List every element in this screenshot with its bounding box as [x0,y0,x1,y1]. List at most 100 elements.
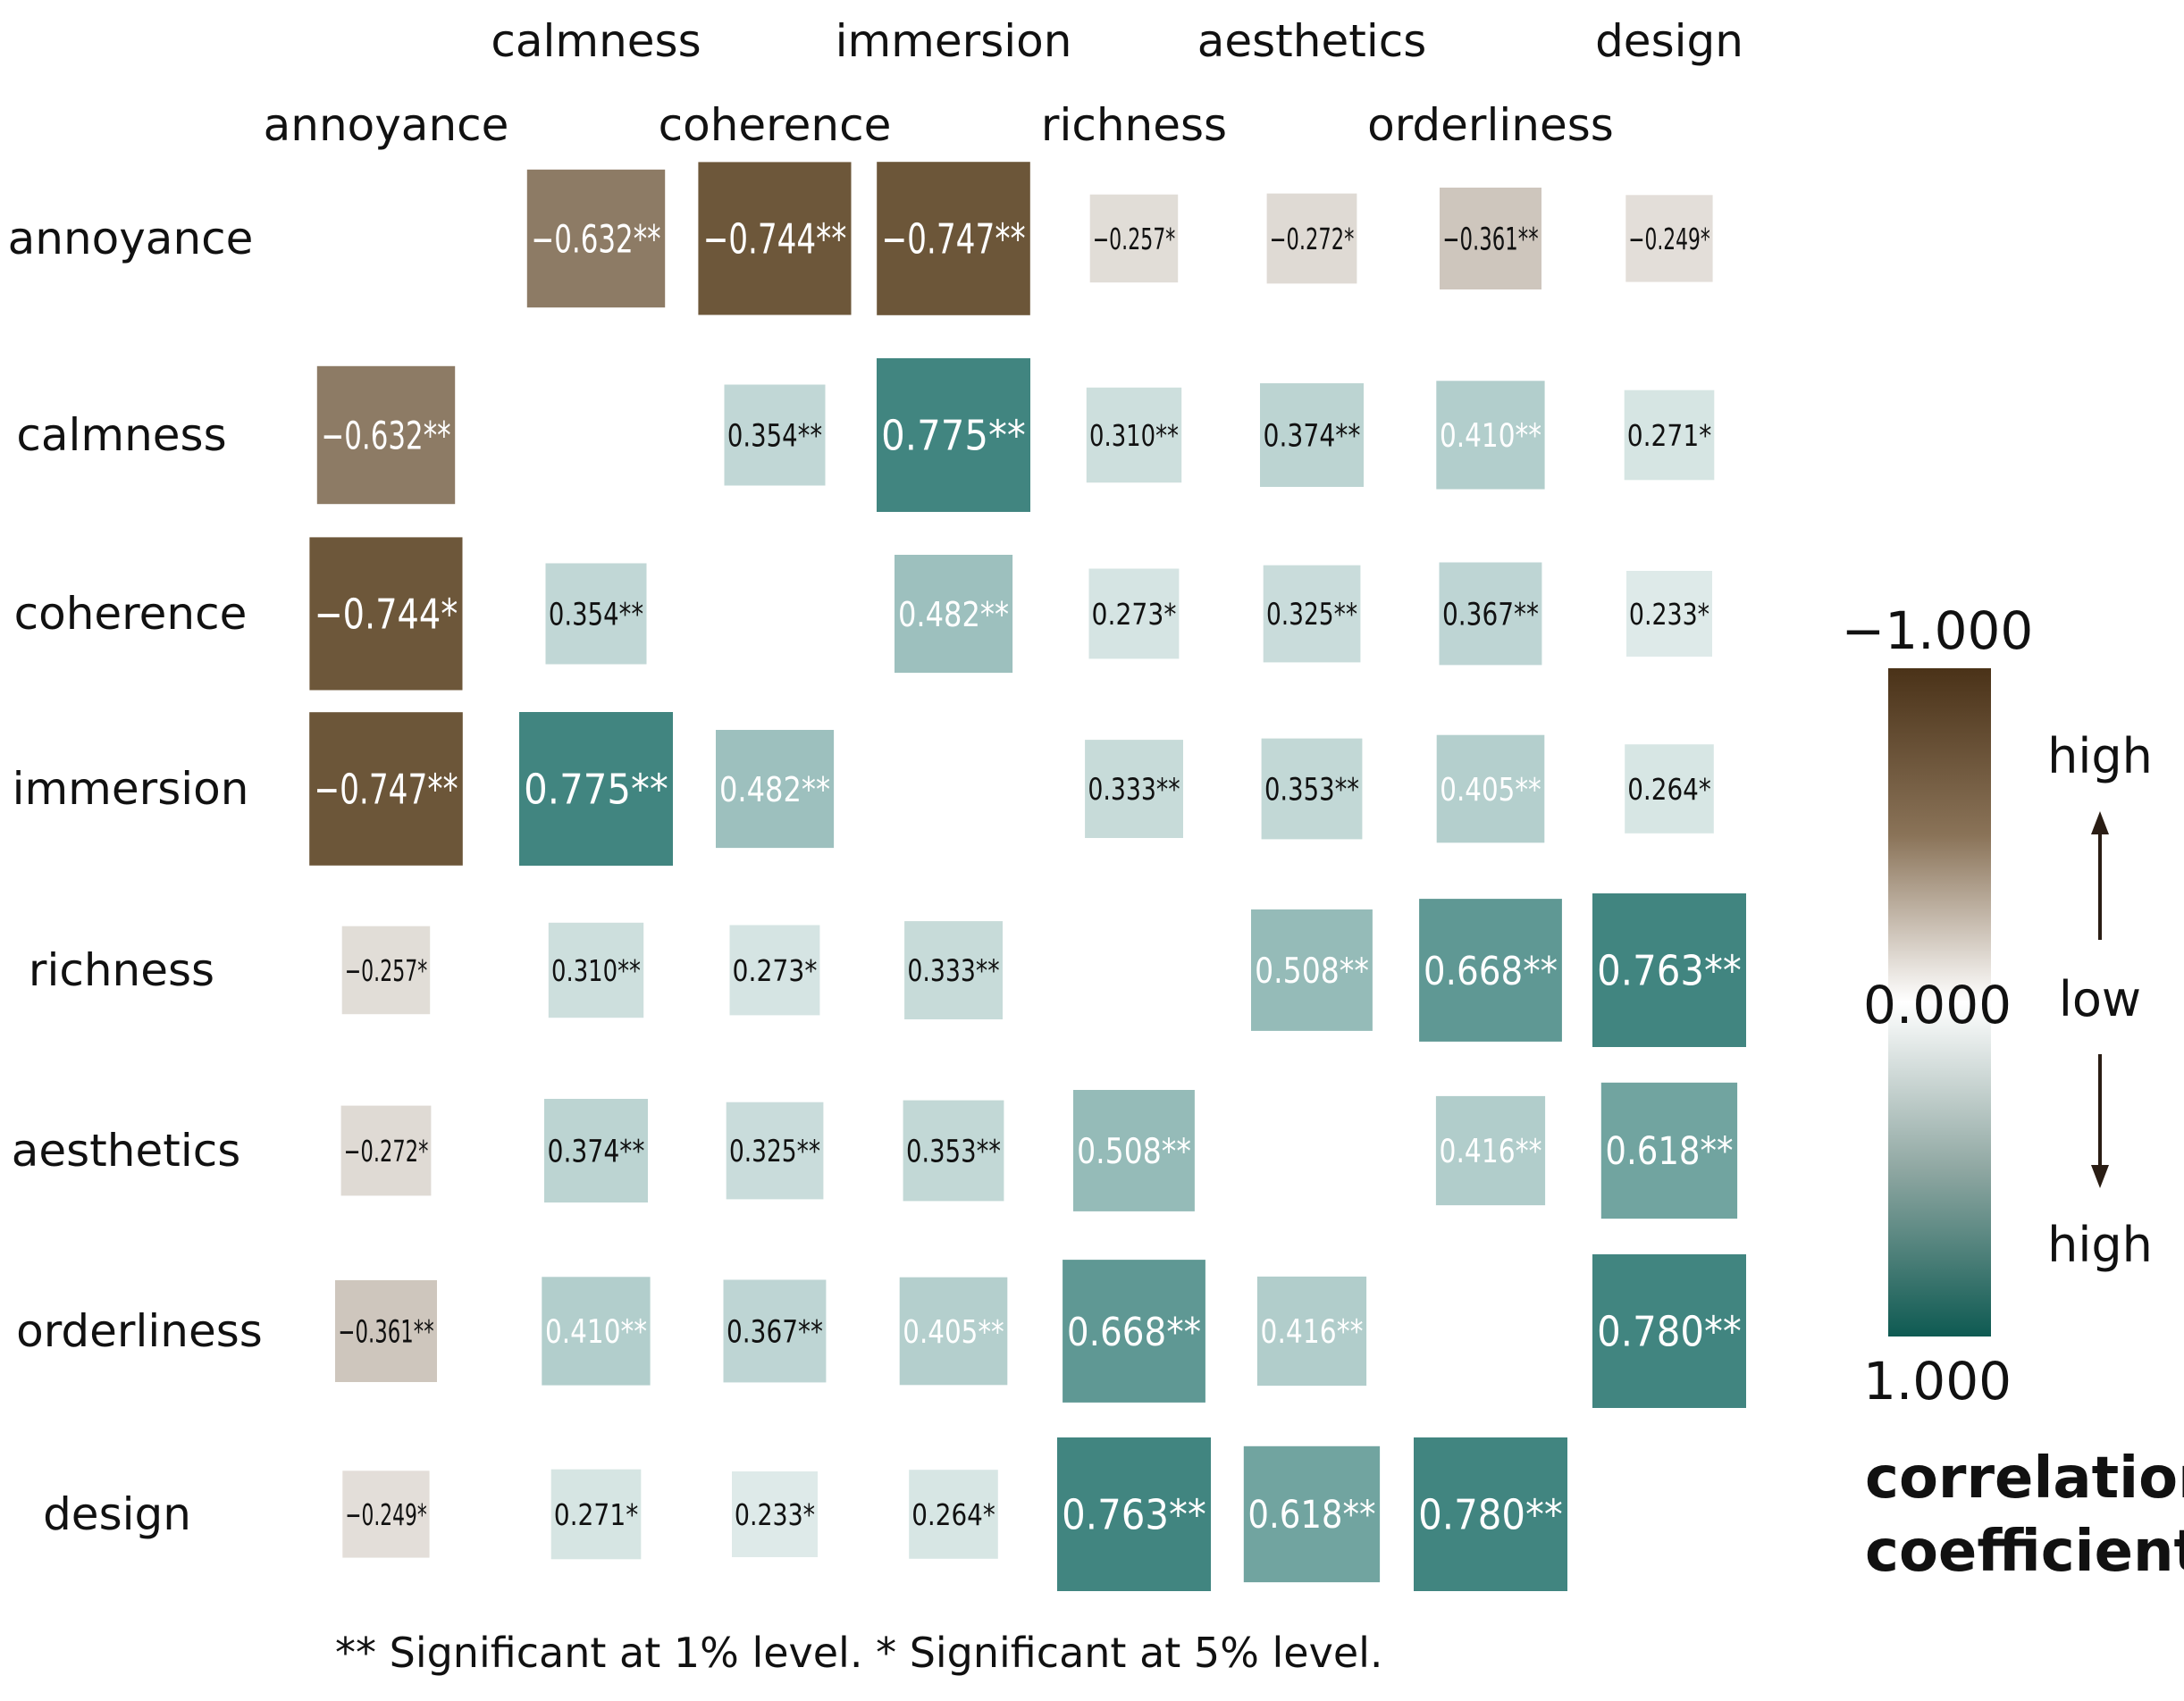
cell-aesthetics-immersion [903,1100,1004,1202]
cell-value-annoyance-aesthetics: −0.272* [1270,222,1355,256]
cell-value-annoyance-richness: −0.257* [1093,222,1176,256]
cell-value-calmness-design: 0.271* [1627,418,1712,453]
cell-value-calmness-immersion: 0.775** [881,412,1026,460]
cell-design-annoyance [342,1471,430,1558]
cell-calmness-orderliness [1436,381,1545,490]
row-label-design: design [43,1488,191,1540]
cell-value-immersion-calmness: 0.775** [524,766,668,814]
cell-calmness-aesthetics [1260,383,1364,487]
cell-value-coherence-design: 0.233* [1629,597,1709,632]
cell-immersion-orderliness [1436,734,1545,843]
cell-aesthetics-orderliness [1435,1095,1546,1206]
cell-design-immersion [909,1470,998,1559]
cell-value-coherence-aesthetics: 0.325** [1266,597,1357,632]
color-scale-bar [1888,668,1991,1336]
cell-value-richness-immersion: 0.333** [907,953,999,988]
cell-value-immersion-orderliness: 0.405** [1440,772,1541,809]
cell-value-design-coherence: 0.233* [735,1497,815,1532]
cell-orderliness-design [1592,1254,1746,1408]
cell-value-richness-aesthetics: 0.508** [1255,951,1369,992]
cell-calmness-richness [1086,387,1182,483]
cell-immersion-richness [1085,740,1183,838]
column-label-annoyance: annoyance [264,99,509,151]
scale-label-high-top: high [2047,728,2153,784]
cell-value-annoyance-design: −0.249* [1628,222,1710,256]
cell-aesthetics-richness [1073,1090,1195,1211]
cell-value-annoyance-coherence: −0.744** [703,215,847,264]
row-labels: annoyance calmness coherence immersion richn… [8,213,263,1540]
cell-coherence-immersion [895,555,1013,674]
scale-label-low: low [2059,971,2141,1027]
cell-annoyance-richness [1089,194,1179,283]
heatmap-cells: −0.632** −0.744** −0.747** −0.257* −0.272* −0… [309,162,1746,1591]
cell-value-annoyance-orderliness: −0.361** [1442,222,1538,258]
cell-value-annoyance-calmness: −0.632** [531,217,660,262]
cell-value-design-annoyance: −0.249* [345,1497,427,1532]
cell-value-aesthetics-richness: 0.508** [1077,1132,1191,1172]
cell-annoyance-immersion [877,162,1030,315]
cell-richness-design [1592,893,1746,1047]
row-label-immersion: immersion [13,763,249,815]
cell-value-orderliness-immersion: 0.405** [903,1314,1004,1351]
cell-value-design-calmness: 0.271* [554,1497,639,1532]
cell-value-richness-design: 0.763** [1597,947,1742,995]
arrow-down-icon [2091,1054,2109,1188]
cell-value-orderliness-annoyance: −0.361** [338,1315,433,1351]
cell-value-coherence-orderliness: 0.367** [1442,598,1539,633]
cell-value-immersion-coherence: 0.482** [719,771,830,810]
cell-immersion-annoyance [309,712,463,866]
cell-annoyance-calmness [526,169,666,308]
significance-footnote: ** Significant at 1% level. * Significan… [335,1629,1383,1677]
cell-richness-coherence [729,925,820,1016]
cell-richness-calmness [548,922,644,1018]
cell-value-aesthetics-immersion: 0.353** [906,1134,1001,1169]
cell-calmness-immersion [877,358,1030,512]
cell-value-aesthetics-annoyance: −0.272* [344,1134,429,1169]
column-label-richness: richness [1041,99,1227,151]
cell-value-immersion-annoyance: −0.747** [314,766,458,814]
cell-design-richness [1057,1437,1211,1591]
row-label-coherence: coherence [14,588,248,640]
cell-value-richness-orderliness: 0.668** [1424,949,1558,994]
cell-value-calmness-coherence: 0.354** [727,418,822,454]
cell-value-immersion-aesthetics: 0.353** [1264,772,1359,808]
cell-value-design-orderliness: 0.780** [1418,1491,1563,1539]
cell-value-immersion-design: 0.264* [1627,772,1711,807]
cell-annoyance-design [1625,195,1713,282]
cell-richness-immersion [904,921,1003,1019]
scale-title-line-1: correlation [1865,1445,2184,1512]
cell-immersion-design [1625,744,1714,834]
cell-calmness-design [1624,390,1715,481]
cell-coherence-orderliness [1439,562,1542,666]
cell-aesthetics-annoyance [340,1105,432,1196]
cell-orderliness-aesthetics [1256,1276,1367,1387]
cell-immersion-aesthetics [1261,738,1363,840]
scale-title-line-2: coefficient [1865,1519,2184,1585]
cell-value-coherence-immersion: 0.482** [898,596,1009,635]
scale-label-high-bottom: high [2047,1217,2153,1273]
cell-annoyance-orderliness [1440,188,1541,289]
cell-immersion-calmness [519,712,673,866]
row-label-calmness: calmness [16,409,226,461]
cell-coherence-annoyance [309,537,463,691]
cell-value-coherence-richness: 0.273* [1092,597,1177,632]
cell-value-richness-calmness: 0.310** [551,953,641,988]
cell-coherence-design [1626,571,1712,657]
column-label-design: design [1595,15,1743,67]
cell-value-orderliness-aesthetics: 0.416** [1261,1312,1364,1351]
arrow-up-icon [2091,811,2109,940]
row-label-annoyance: annoyance [8,213,254,264]
cell-richness-aesthetics [1251,909,1373,1031]
cell-value-richness-coherence: 0.273* [733,953,818,988]
cell-richness-annoyance [341,926,431,1015]
cell-value-coherence-annoyance: −0.744* [315,591,458,639]
column-label-immersion: immersion [836,15,1072,67]
cell-value-richness-annoyance: −0.257* [345,953,428,988]
cell-immersion-coherence [716,730,835,849]
cell-aesthetics-calmness [544,1099,648,1202]
cell-value-orderliness-design: 0.780** [1597,1308,1742,1356]
cell-design-coherence [732,1471,818,1557]
cell-annoyance-aesthetics [1266,193,1357,284]
cell-aesthetics-design [1600,1082,1738,1219]
